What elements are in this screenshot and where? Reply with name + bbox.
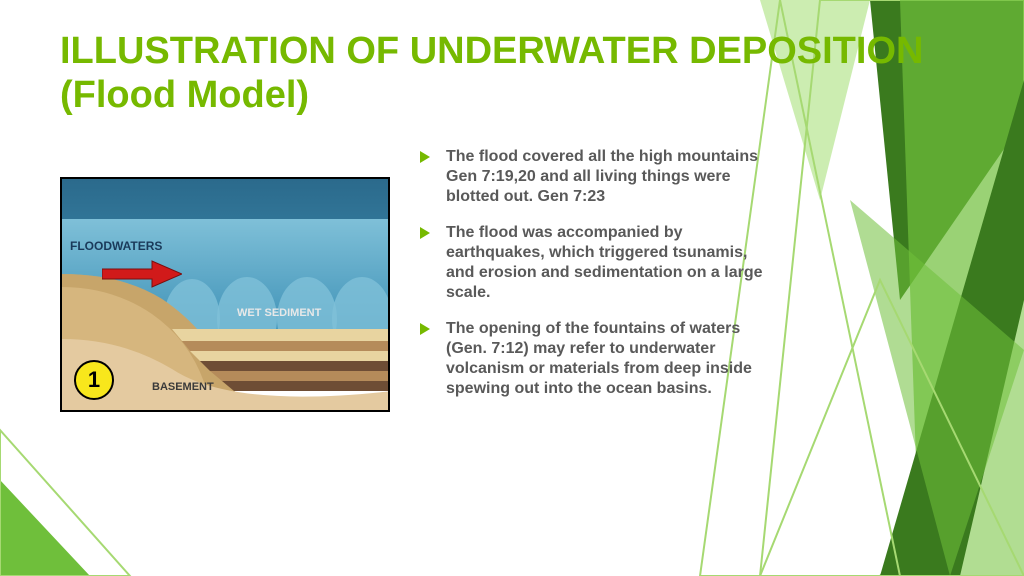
bullet-item: The flood covered all the high mountains…	[420, 147, 780, 207]
bullet-item: The opening of the fountains of waters (…	[420, 319, 780, 399]
diagram-label-floodwaters: FLOODWATERS	[70, 239, 162, 253]
flow-arrow-icon	[102, 259, 182, 289]
slide-title: ILLUSTRATION OF UNDERWATER DEPOSITION (F…	[60, 30, 964, 117]
diagram-underwater-deposition: FLOODWATERS WET SEDIMENT BASEMENT 1	[60, 177, 390, 412]
diagram-label-wet-sediment: WET SEDIMENT	[237, 307, 321, 319]
bullet-item: The flood was accompanied by earthquakes…	[420, 223, 780, 303]
bullet-list: The flood covered all the high mountains…	[420, 147, 780, 399]
diagram-label-basement: BASEMENT	[152, 381, 214, 393]
